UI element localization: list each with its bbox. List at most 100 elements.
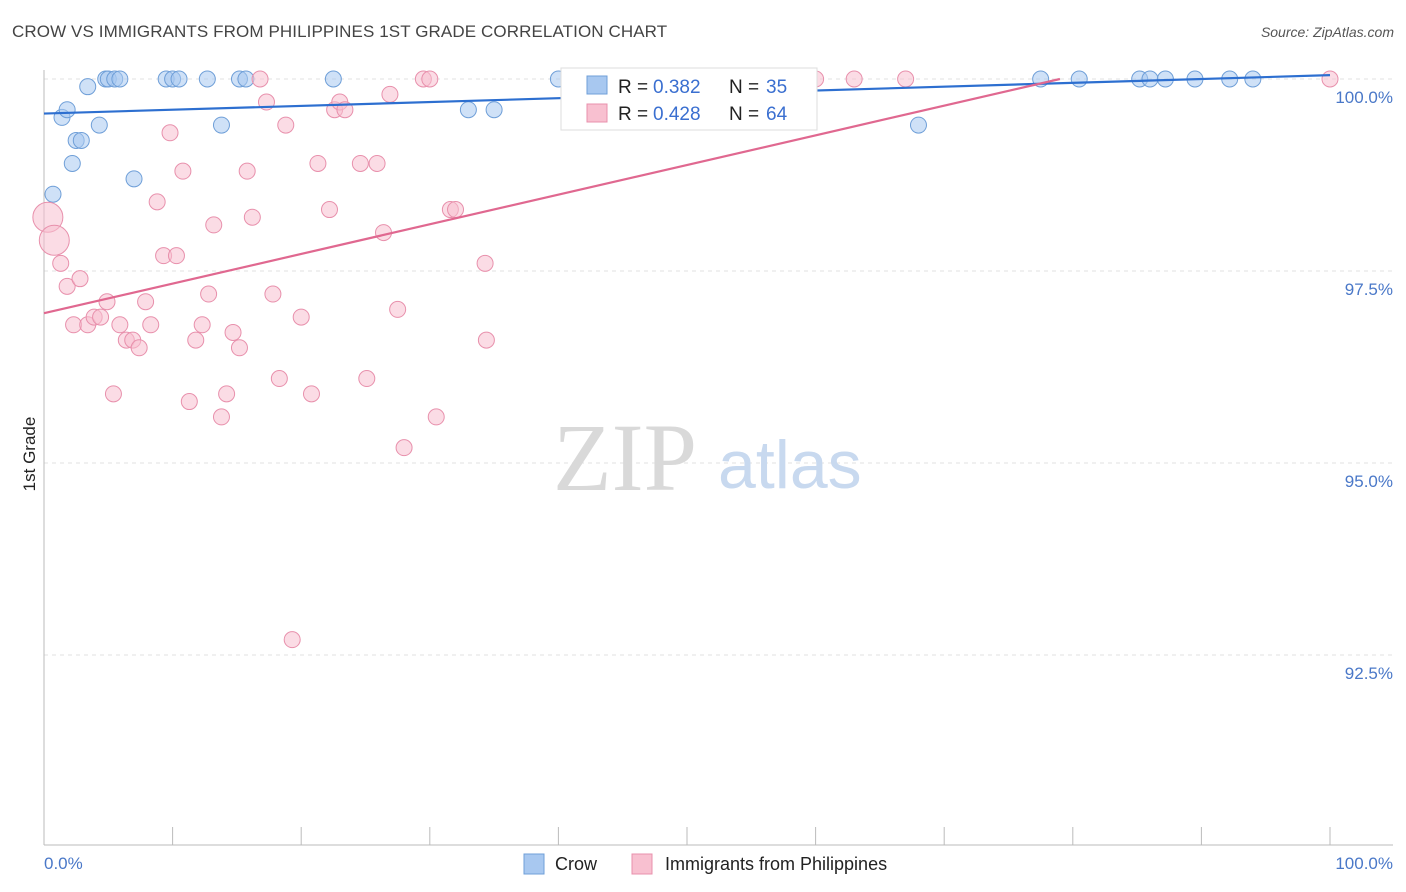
legend-r-label-philippines: R = — [618, 104, 648, 125]
y-tick-label: 100.0% — [1335, 88, 1393, 107]
philippines-point — [292, 308, 310, 326]
watermark-zip: ZIP — [553, 404, 697, 511]
philippines-point — [368, 154, 386, 172]
crow-point — [58, 101, 76, 119]
philippines-point — [277, 116, 295, 134]
philippines-point — [302, 385, 320, 403]
philippines-point — [65, 316, 83, 334]
philippines-point — [200, 285, 218, 303]
y-tick-label: 92.5% — [1345, 664, 1393, 683]
crow-point — [125, 170, 143, 188]
philippines-point — [1321, 70, 1339, 88]
crow-point — [198, 70, 216, 88]
philippines-point — [187, 331, 205, 349]
chart-title: CROW VS IMMIGRANTS FROM PHILIPPINES 1ST … — [12, 22, 668, 41]
crow-point — [79, 78, 97, 96]
legend-r-label-crow: R = — [618, 77, 648, 98]
philippines-point — [52, 254, 70, 272]
legend-swatch-crow — [586, 75, 608, 95]
philippines-point — [161, 124, 179, 142]
bottom-legend-swatch-philippines — [631, 853, 653, 875]
philippines-point — [205, 216, 223, 234]
bottom-legend: Crow Immigrants from Philippines — [523, 853, 887, 875]
watermark: ZIP atlas — [553, 404, 862, 511]
philippines-point — [92, 308, 110, 326]
philippines-point — [71, 270, 89, 288]
legend-r-value-philippines: 0.428 — [653, 104, 701, 125]
crow-point — [72, 131, 90, 149]
legend-swatch-philippines — [586, 103, 608, 123]
philippines-point — [230, 339, 248, 357]
legend-n-value-philippines: 64 — [766, 104, 788, 125]
philippines-point — [309, 154, 327, 172]
y-tick-label: 95.0% — [1345, 472, 1393, 491]
crow-point — [90, 116, 108, 134]
philippines-point — [351, 154, 369, 172]
chart-source: Source: ZipAtlas.com — [1260, 24, 1394, 40]
philippines-point — [381, 85, 399, 103]
philippines-point — [148, 193, 166, 211]
crow-point — [909, 116, 927, 134]
x-tick-label-left: 0.0% — [44, 854, 83, 873]
y-tick-labels: 100.0% 97.5% 95.0% 92.5% — [1335, 88, 1393, 683]
philippines-point — [218, 385, 236, 403]
crow-point — [111, 70, 129, 88]
bottom-legend-label-philippines: Immigrants from Philippines — [665, 854, 887, 874]
philippines-point — [167, 247, 185, 265]
philippines-point — [897, 70, 915, 88]
x-tick-label-right: 100.0% — [1335, 854, 1393, 873]
philippines-point — [130, 339, 148, 357]
philippines-point — [137, 293, 155, 311]
philippines-point — [358, 370, 376, 388]
philippines-point — [477, 331, 495, 349]
crow-point — [485, 101, 503, 119]
philippines-point — [180, 393, 198, 411]
philippines-point — [111, 316, 129, 334]
axes — [43, 70, 1393, 846]
crow-point — [1141, 70, 1159, 88]
philippines-point — [238, 162, 256, 180]
watermark-atlas: atlas — [718, 427, 862, 503]
philippines-point — [447, 201, 465, 219]
crow-point — [212, 116, 230, 134]
crow-point — [237, 70, 255, 88]
legend-r-value-crow: 0.382 — [653, 77, 701, 98]
bottom-legend-swatch-crow — [523, 853, 545, 875]
philippines-point — [476, 254, 494, 272]
philippines-trend-line — [43, 77, 1061, 315]
philippines-point — [174, 162, 192, 180]
philippines-point — [212, 408, 230, 426]
crow-point — [44, 185, 62, 203]
crow-point — [63, 154, 81, 172]
legend-n-value-crow: 35 — [766, 77, 787, 98]
crow-point — [170, 70, 188, 88]
legend-n-label-crow: N = — [729, 77, 759, 98]
philippines-point — [251, 70, 269, 88]
philippines-point — [395, 439, 413, 457]
philippines-point — [142, 316, 160, 334]
legend-box: R = 0.382 N = 35 R = 0.428 N = 64 — [560, 67, 818, 131]
philippines-point — [224, 323, 242, 341]
philippines-point — [270, 370, 288, 388]
philippines-point — [845, 70, 863, 88]
philippines-point — [38, 224, 70, 256]
philippines-point — [421, 70, 439, 88]
philippines-point — [98, 293, 116, 311]
philippines-point — [427, 408, 445, 426]
y-axis-label: 1st Grade — [20, 417, 39, 492]
philippines-point — [193, 316, 211, 334]
philippines-point — [58, 277, 76, 295]
y-tick-label: 97.5% — [1345, 280, 1393, 299]
philippines-point — [264, 285, 282, 303]
crow-point — [324, 70, 342, 88]
legend-n-label-philippines: N = — [729, 104, 759, 125]
crow-point — [1244, 70, 1262, 88]
philippines-point — [389, 300, 407, 318]
philippines-point — [243, 208, 261, 226]
bottom-legend-label-crow: Crow — [555, 854, 598, 874]
philippines-point — [283, 631, 301, 649]
data-points — [32, 70, 1339, 649]
crow-point — [1070, 70, 1088, 88]
crow-point — [459, 101, 477, 119]
